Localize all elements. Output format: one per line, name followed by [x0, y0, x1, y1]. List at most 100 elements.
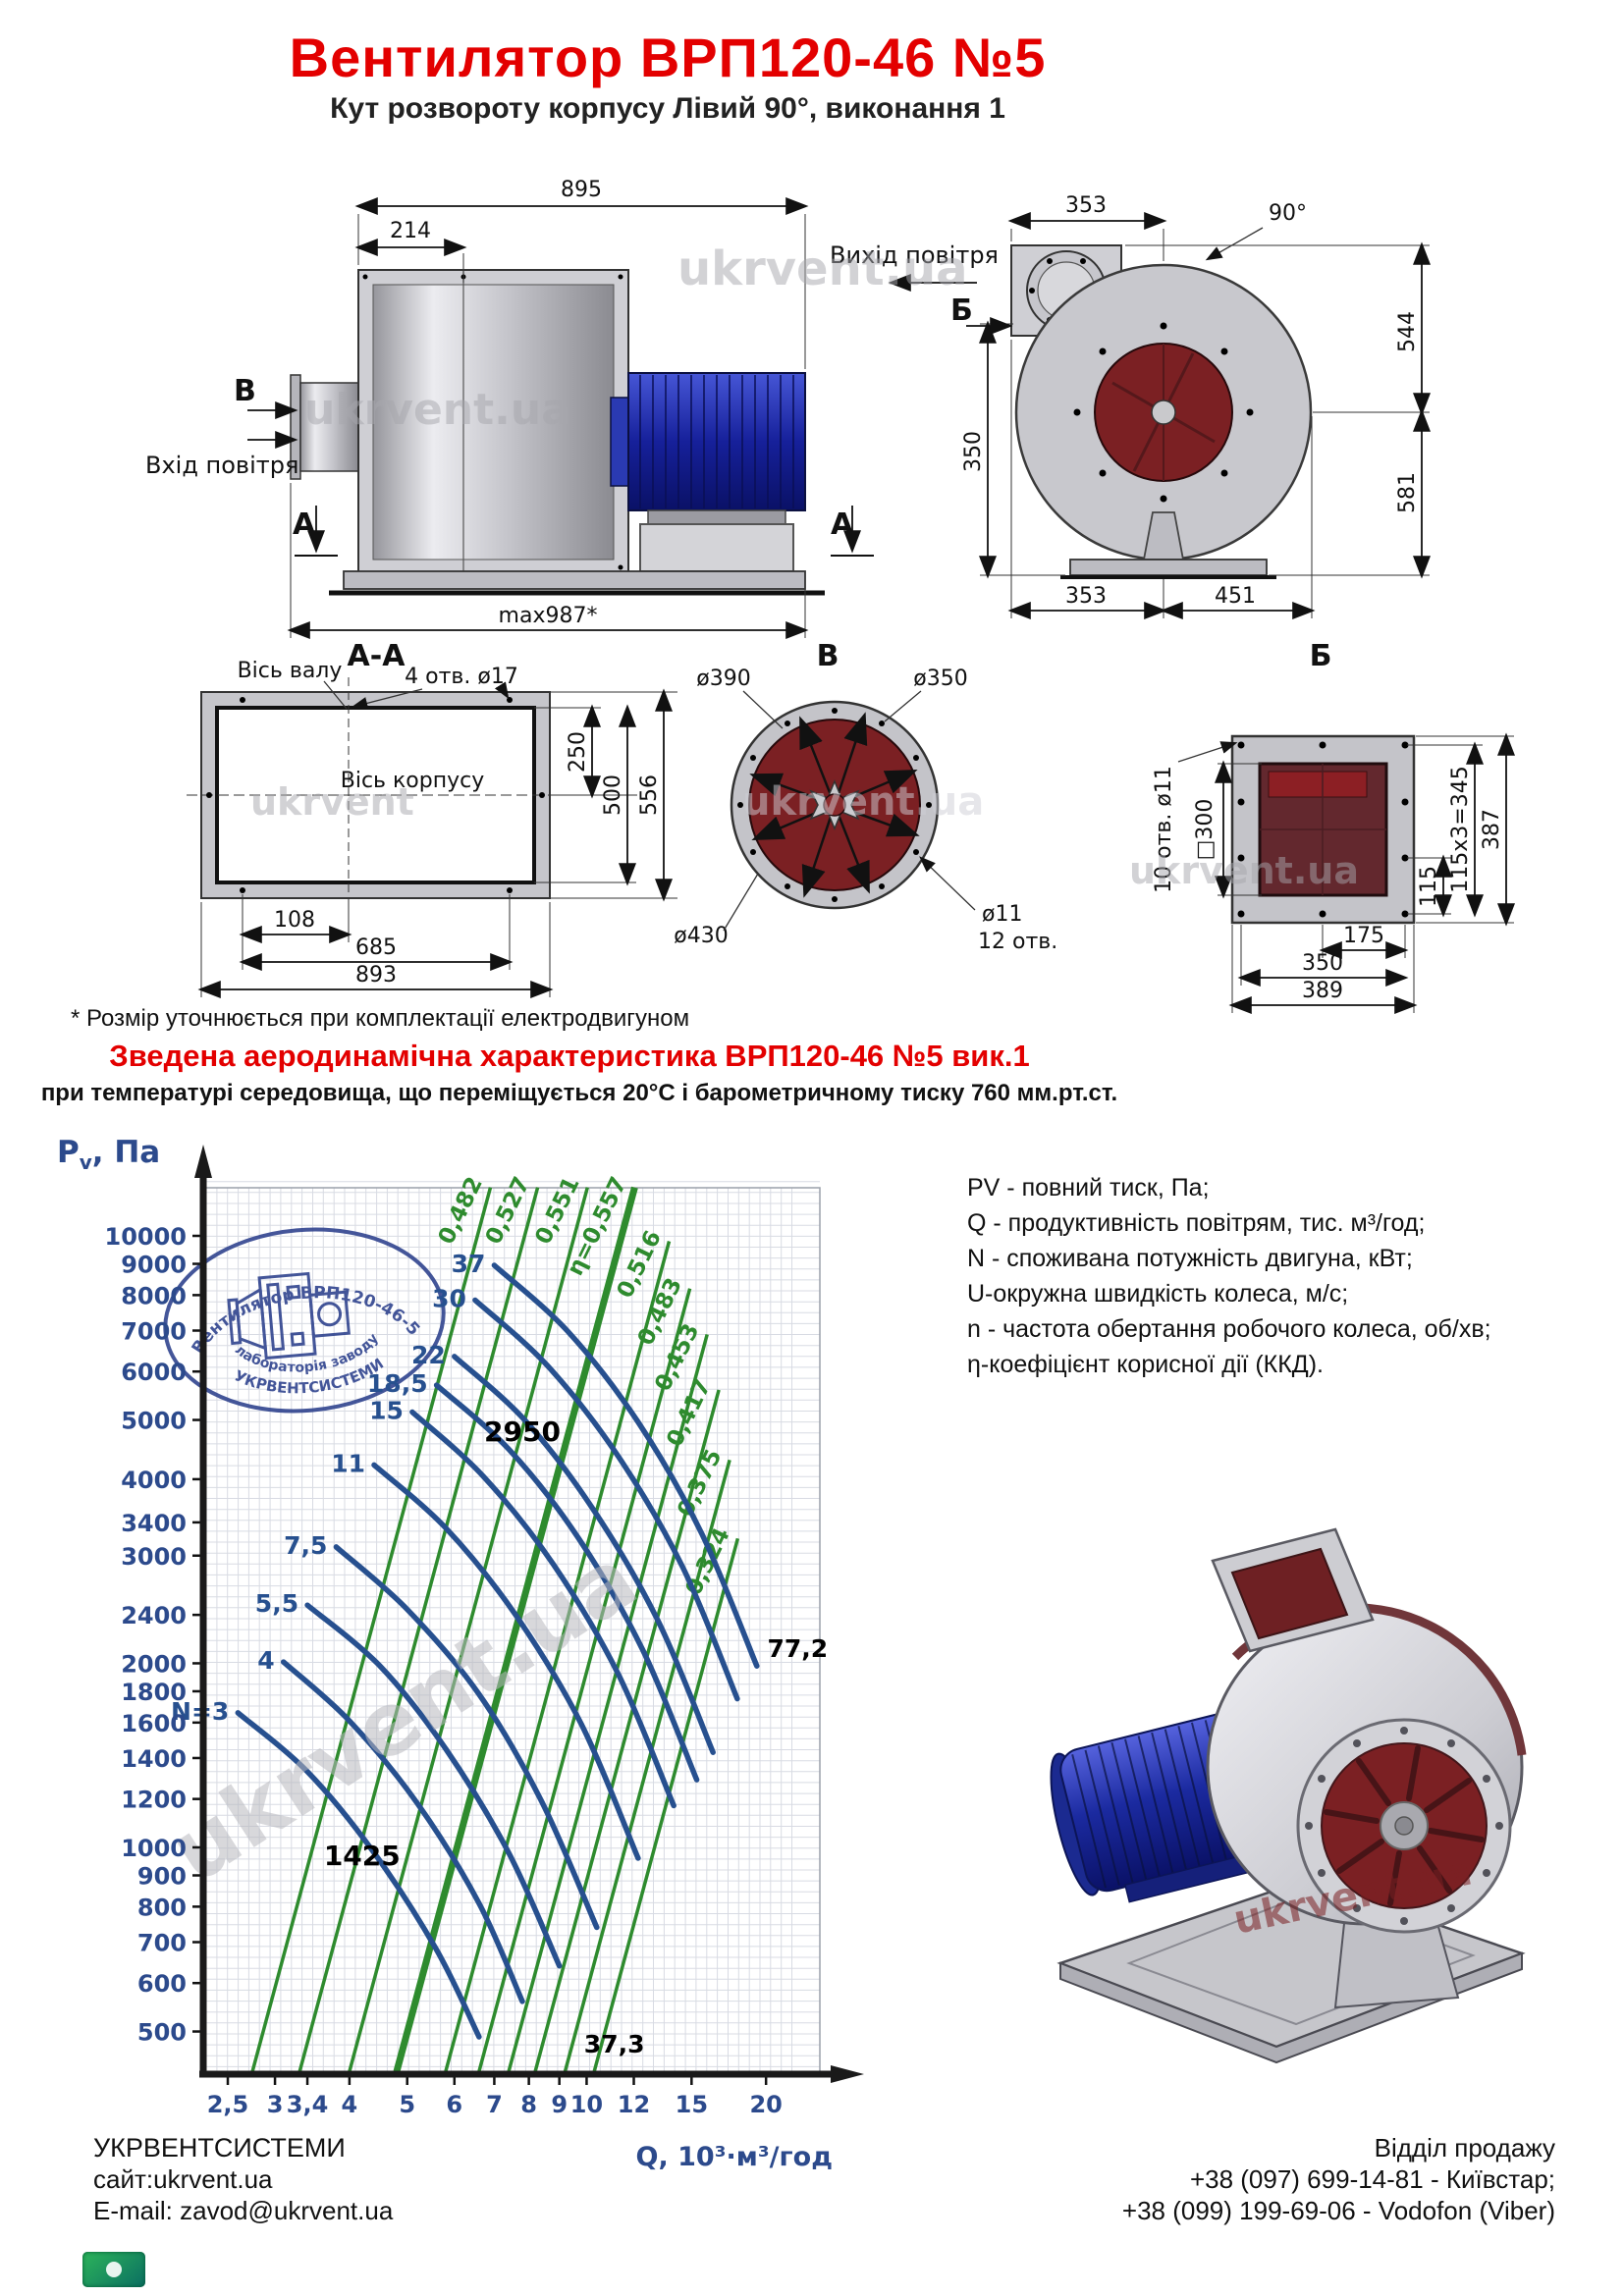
- power-curve-label: 7,5: [284, 1531, 327, 1560]
- y-tick-label: 1200: [121, 1787, 187, 1814]
- curve-end-label: 37,3: [584, 2030, 645, 2058]
- efficiency-label: 0,527: [481, 1173, 535, 1249]
- legend-line: PV - повний тиск, Па;: [967, 1174, 1210, 1201]
- curve-end-label: 77,2: [768, 1634, 829, 1663]
- dim-353-bottom: 353: [1065, 584, 1107, 609]
- aerodynamic-chart: Вентилятор ВРП120-46-5 лабораторія завод…: [57, 1135, 864, 2172]
- x-tick-label: 3,4: [287, 2091, 329, 2118]
- y-tick-label: 1400: [121, 1745, 187, 1773]
- y-tick-label: 900: [137, 1863, 187, 1891]
- x-axis-title: Q, 10³·м³/год: [636, 2142, 833, 2172]
- power-curve-label: 37: [452, 1250, 486, 1278]
- power-curve-label: 11: [331, 1449, 365, 1477]
- outlet-duct-3d: [1211, 1527, 1375, 1653]
- dim-556: 556: [637, 774, 662, 816]
- x-tick-label: 7: [486, 2091, 503, 2118]
- email-label: E-mail: zavod@ukrvent.ua: [93, 2196, 394, 2225]
- power-curve-label: 15: [369, 1397, 404, 1425]
- y-tick-label: 4000: [121, 1467, 187, 1494]
- dim-max987: max987*: [499, 604, 598, 628]
- dim-115: 115: [1417, 866, 1441, 907]
- chart-title: Зведена аеродинамічна характеристика ВРП…: [109, 1039, 1030, 1073]
- outlet-air-label: Вихід повітря: [830, 241, 999, 269]
- page-title: Вентилятор ВРП120-46 №5: [289, 27, 1047, 88]
- power-curve-label: 5,5: [255, 1589, 298, 1618]
- y-tick-label: 1800: [121, 1679, 187, 1706]
- x-tick-label: 12: [618, 2091, 650, 2118]
- x-tick-label: 20: [749, 2091, 782, 2118]
- x-tick-label: 2,5: [207, 2091, 249, 2118]
- power-curve-label: 4: [257, 1646, 274, 1675]
- y-tick-label: 500: [137, 2019, 187, 2047]
- x-tick-label: 4: [342, 2091, 358, 2118]
- front-view-drawing: 353 90° 544 581 350 Б Вихід повітря 353 …: [677, 193, 1431, 619]
- dim-893: 893: [355, 963, 397, 988]
- dim-353-top: 353: [1065, 193, 1107, 218]
- x-tick-label: 8: [520, 2091, 537, 2118]
- dim-350: ø350: [913, 667, 967, 691]
- dim-350-bottom: 350: [1302, 951, 1343, 976]
- watermark: ukrvent: [250, 780, 414, 824]
- dim-11: ø11: [982, 902, 1022, 927]
- power-curve-label: 22: [411, 1341, 446, 1369]
- y-tick-label: 3000: [121, 1543, 187, 1571]
- view-v-drawing: В ø390 ø350 ø430 ø11 12 отв. ukrvent.ua: [674, 639, 1057, 954]
- rpm-label: 2950: [484, 1415, 561, 1448]
- y-axis-title: Pv, Па: [57, 1135, 160, 1174]
- y-tick-label: 600: [137, 1970, 187, 1998]
- legend-line: η-коефіцієнт корисної дії (ККД).: [967, 1351, 1324, 1378]
- y-tick-label: 10000: [105, 1223, 188, 1251]
- section-aa-drawing: А-А Вісь валу 4 отв. ø17 Вісь корпусу 25…: [187, 639, 677, 998]
- rpm-label: 1425: [324, 1840, 401, 1872]
- y-tick-label: 6000: [121, 1359, 187, 1386]
- y-tick-label: 9000: [121, 1252, 187, 1279]
- dim-685: 685: [355, 935, 397, 960]
- legend-line: N - споживана потужність двигуна, кВт;: [967, 1245, 1413, 1272]
- y-tick-label: 700: [137, 1930, 187, 1957]
- watermark: ukrvent.ua: [304, 385, 570, 435]
- efficiency-label: 0,482: [434, 1173, 488, 1249]
- chart-legend: PV - повний тиск, Па; Q - продуктивність…: [967, 1170, 1576, 1382]
- dim-500: 500: [601, 774, 625, 816]
- square-300-label: □300: [1193, 799, 1218, 861]
- dim-581: 581: [1395, 472, 1420, 513]
- efficiency-label: 0,551: [530, 1173, 584, 1249]
- dim-250: 250: [566, 731, 590, 773]
- x-tick-label: 9: [551, 2091, 568, 2118]
- dim-175: 175: [1343, 924, 1384, 948]
- drawing-footnote: * Розмір уточнюється при комплектації ел…: [71, 1005, 690, 1032]
- phone-1: +38 (097) 699-14-81 - Київстар;: [1189, 2164, 1555, 2194]
- side-view-drawing: 895 214 max987* В Вхід повітря А А ukrve…: [145, 178, 874, 639]
- footer-contacts-left: УКРВЕНТСИСТЕМИ сайт:ukrvent.ua E-mail: z…: [93, 2132, 393, 2226]
- holes-10-label: 10 отв. ø11: [1152, 766, 1176, 893]
- dim-895: 895: [561, 178, 602, 202]
- holes-12-label: 12 отв.: [978, 930, 1057, 954]
- motor-support: [639, 523, 794, 572]
- power-curve-label: 18,5: [367, 1369, 428, 1398]
- inlet-flange-3d: [1296, 1718, 1512, 1934]
- impeller-blades-3d: [1324, 1745, 1485, 1906]
- view-label-v: В: [234, 374, 256, 408]
- x-tick-label: 15: [676, 2091, 708, 2118]
- shaft-axis-label: Вісь валу: [238, 659, 343, 683]
- dim-387: 387: [1480, 809, 1504, 850]
- dim-451: 451: [1215, 584, 1256, 609]
- section-aa-title: А-А: [348, 639, 406, 673]
- view-b-title: Б: [1310, 639, 1332, 673]
- dim-350-left: 350: [961, 431, 986, 472]
- dim-214: 214: [390, 219, 431, 243]
- view-b-drawing: Б 10 отв. ø11 □300 115 115x3=345 387: [1129, 639, 1515, 1014]
- y-tick-label: 8000: [121, 1282, 187, 1309]
- x-tick-label: 10: [570, 2091, 603, 2118]
- dim-389: 389: [1302, 979, 1343, 1003]
- holes-4-label: 4 отв. ø17: [405, 665, 518, 689]
- watermark: ukrvent.ua: [677, 241, 968, 296]
- stamp-top-text: Вентилятор ВРП120-46-5: [184, 1274, 425, 1360]
- dim-115x3: 115x3=345: [1448, 766, 1473, 892]
- site-label: сайт:ukrvent.ua: [93, 2164, 273, 2194]
- body-axis-label: Вісь корпусу: [341, 769, 485, 793]
- dim-108: 108: [274, 908, 315, 933]
- x-tick-label: 6: [446, 2091, 462, 2118]
- dim-390: ø390: [696, 667, 750, 691]
